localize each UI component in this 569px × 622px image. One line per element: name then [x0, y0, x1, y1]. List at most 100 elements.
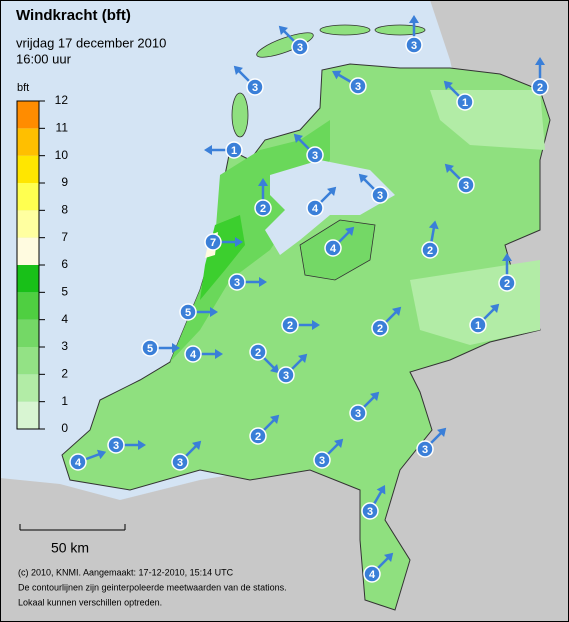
wind-arrow-head [138, 440, 146, 450]
wind-arrow-head [172, 343, 180, 353]
station-value: 3 [234, 277, 240, 289]
station-value: 2 [260, 203, 266, 215]
station-value: 3 [377, 190, 383, 202]
wind-arrow-head [358, 173, 368, 183]
station [416, 440, 434, 458]
legend-label: 4 [61, 312, 68, 326]
wind-arrow-head [192, 440, 202, 450]
legend-band [17, 155, 39, 183]
station-value: 2 [287, 320, 293, 332]
station [371, 186, 389, 204]
station [324, 239, 342, 257]
station [306, 146, 324, 164]
legend-band [17, 265, 39, 293]
station-value: 3 [422, 444, 428, 456]
station-value: 2 [537, 82, 543, 94]
legend-band [17, 347, 39, 375]
station [313, 451, 331, 469]
island [319, 24, 371, 36]
legend-label: 5 [61, 285, 68, 299]
legend-label: 2 [61, 367, 68, 381]
station [363, 565, 381, 583]
wind-arrow-head [235, 237, 243, 247]
legend-band [17, 292, 39, 320]
wind-arrow-head [312, 320, 320, 330]
station-value: 1 [231, 145, 237, 157]
station [171, 453, 189, 471]
station [457, 176, 475, 194]
station-value: 2 [255, 431, 261, 443]
wind-arrow-head [233, 65, 243, 75]
station [179, 303, 197, 321]
station [456, 93, 474, 111]
legend-label: 1 [61, 394, 68, 408]
station [249, 343, 267, 361]
wind-arrow-head [535, 57, 545, 65]
wind-arrow-head [96, 449, 107, 460]
legend-title: bft [17, 82, 29, 94]
footer: De contourlijnen zijn geinterpoleerde me… [18, 582, 287, 592]
legend-band [17, 210, 39, 238]
station [469, 316, 487, 334]
wind-arrow-head [376, 485, 386, 495]
station [141, 339, 159, 357]
station-value: 5 [147, 343, 153, 355]
legend-band [17, 401, 39, 429]
legend-label: 11 [56, 121, 69, 135]
legend-band [17, 183, 39, 211]
legend-band [17, 374, 39, 402]
station [277, 366, 295, 384]
wind-arrow-head [437, 427, 447, 437]
island [231, 92, 249, 138]
station [228, 273, 246, 291]
wind-arrow-head [215, 349, 223, 359]
station [371, 319, 389, 337]
wind-arrow-head [327, 186, 337, 196]
station-value: 3 [463, 180, 469, 192]
station-value: 3 [297, 42, 303, 54]
station [281, 316, 299, 334]
legend-label: 3 [61, 339, 68, 353]
netherlands [61, 63, 551, 611]
station-value: 2 [377, 323, 383, 335]
station [69, 453, 87, 471]
station-value: 3 [252, 82, 258, 94]
station-value: 5 [185, 307, 191, 319]
wind-arrow-head [210, 307, 218, 317]
station [184, 345, 202, 363]
station-value: 1 [475, 320, 481, 332]
wind-arrow-head [384, 552, 394, 562]
station [405, 36, 423, 54]
wind-arrow-head [502, 253, 512, 261]
wind-arrow-head [298, 353, 308, 363]
station-value: 2 [427, 245, 433, 257]
ijsselmeer [265, 160, 395, 255]
wind-arrow-head [370, 391, 380, 401]
legend-label: 12 [55, 93, 69, 107]
station-value: 7 [210, 237, 216, 249]
station [291, 38, 309, 56]
station [306, 199, 324, 217]
legend-label: 10 [55, 148, 69, 162]
station-value: 3 [113, 440, 119, 452]
time: 16:00 uur [16, 51, 72, 66]
footer: Lokaal kunnen verschillen optreden. [18, 597, 162, 607]
station [246, 78, 264, 96]
footer: (c) 2010, KNMI. Aangemaakt: 17-12-2010, … [18, 567, 234, 577]
station [421, 241, 439, 259]
station-value: 3 [411, 40, 417, 52]
title: Windkracht (bft) [16, 7, 131, 24]
strong-zone [200, 215, 245, 300]
wind-arrow-head [392, 306, 402, 316]
station-value: 3 [355, 408, 361, 420]
legend-band [17, 237, 39, 265]
wind-arrow-head [428, 220, 439, 230]
station [249, 427, 267, 445]
wind-arrow-head [345, 226, 355, 236]
legend-label: 0 [61, 421, 68, 435]
legend-band [17, 128, 39, 156]
station-value: 3 [283, 370, 289, 382]
station-value: 3 [319, 455, 325, 467]
station [204, 233, 222, 251]
